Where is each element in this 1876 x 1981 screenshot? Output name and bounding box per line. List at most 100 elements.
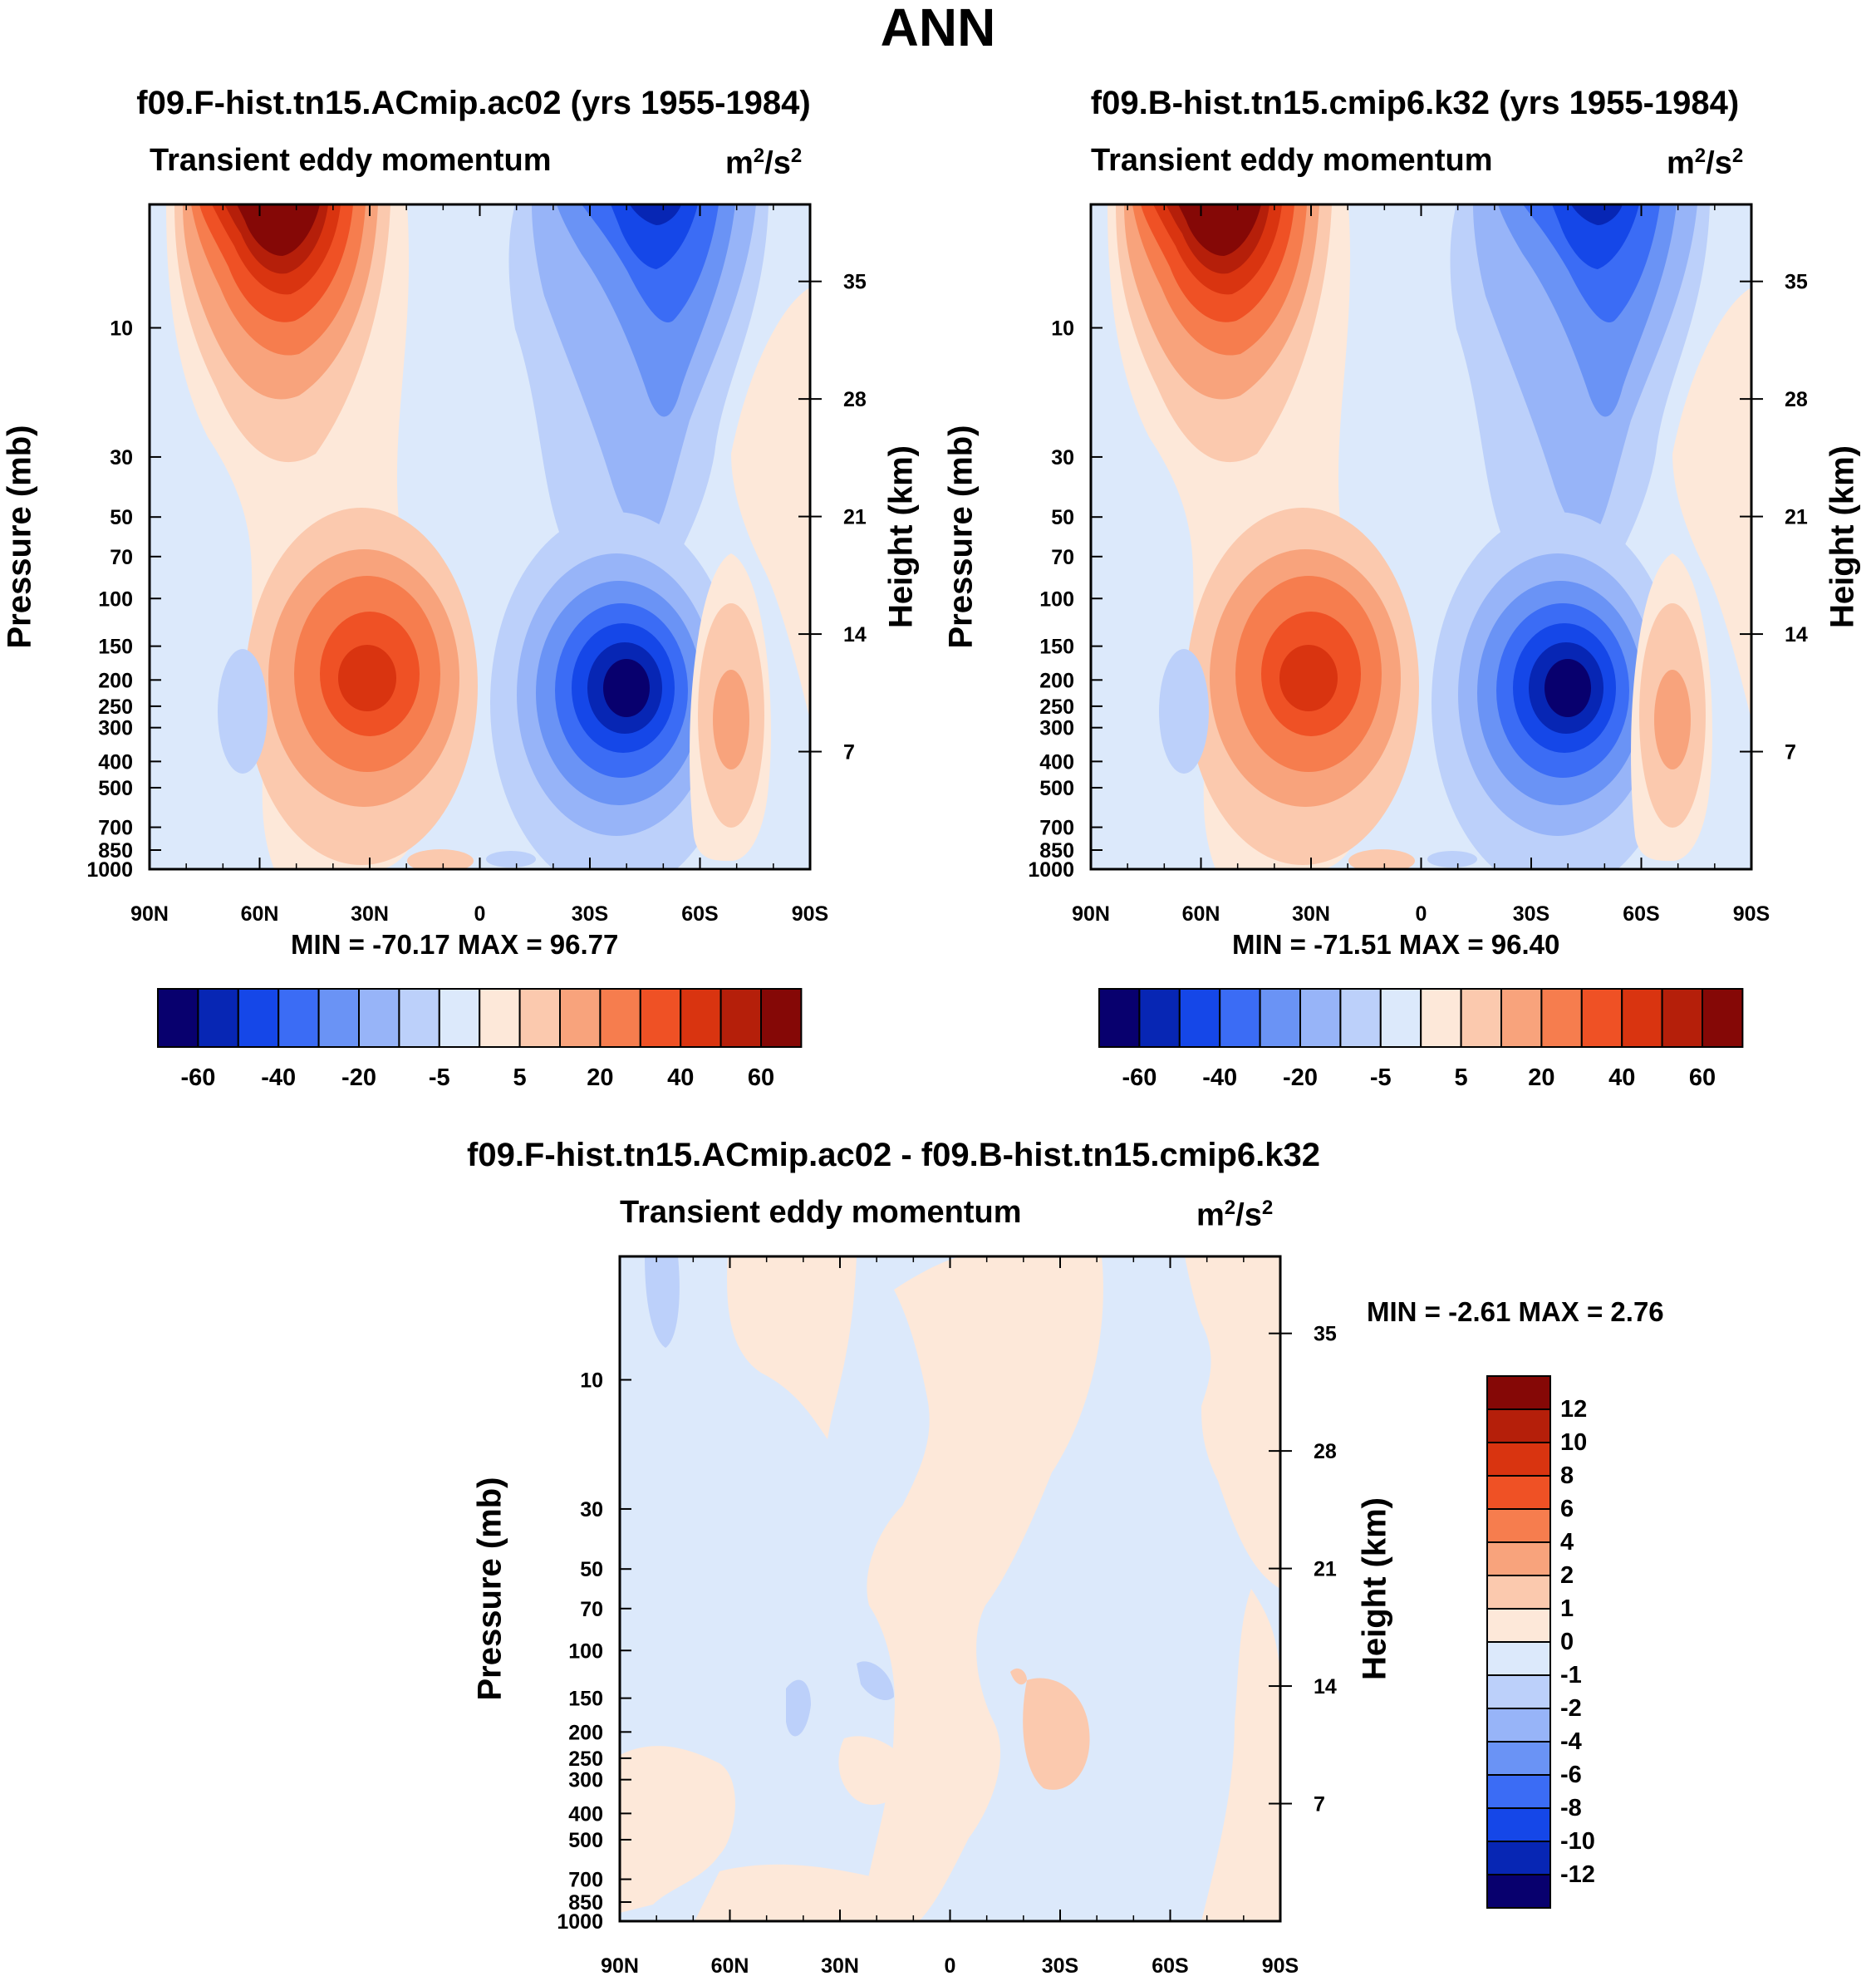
colorbar-box <box>197 988 239 1048</box>
panel3-contour-pos5 <box>620 1746 735 1913</box>
colorbar-label: 5 <box>513 1064 527 1091</box>
colorbar-box <box>1486 1874 1551 1909</box>
y-tick-label: 30 <box>580 1498 603 1521</box>
y-tick-label: 850 <box>1039 839 1074 863</box>
colorbar-label: -12 <box>1560 1861 1595 1888</box>
y-tick-label: 300 <box>568 1769 603 1792</box>
colorbar-box <box>1621 988 1663 1048</box>
x-tick-label: 0 <box>474 902 486 926</box>
colorbar-label: -2 <box>1560 1695 1582 1722</box>
y2-tick-label: 21 <box>843 506 867 529</box>
y-tick-label: 100 <box>98 587 133 611</box>
y-tick-label: 10 <box>580 1369 603 1393</box>
panel1-y2-axis-label: Height (km) <box>882 445 920 628</box>
y2-tick-label: 7 <box>1314 1793 1325 1816</box>
panel3-variable-title: Transient eddy momentum <box>620 1195 1022 1230</box>
panel3-plot: 90N 60N 30N 0 30S 60S 90S103050701001502002503… <box>557 1255 1337 1978</box>
colorbar-label: 5 <box>1455 1064 1468 1091</box>
colorbar-box <box>1460 988 1503 1048</box>
x-tick-label: 60N <box>241 902 279 926</box>
colorbar-box <box>1486 1708 1551 1743</box>
panel3-contour-pos1 <box>727 1256 857 1439</box>
panel3-contour-pos2 <box>861 1256 1103 1921</box>
panel2-contour-hl3 <box>1654 670 1691 769</box>
panel2-y2-axis-label: Height (km) <box>1824 445 1861 628</box>
panel1-axes: 90N 60N 30N 0 30S 60S 90S103050701001502002503… <box>86 204 867 926</box>
colorbar-box <box>680 988 722 1048</box>
colorbar-label: -5 <box>429 1064 450 1091</box>
panel1-plot: 90N 60N 30N 0 30S 60S 90S103050701001502002503… <box>86 203 867 926</box>
colorbar-box <box>1702 988 1744 1048</box>
colorbar-label: -40 <box>261 1064 296 1091</box>
x-tick-label: 90S <box>1262 1954 1299 1978</box>
colorbar-box <box>1339 988 1382 1048</box>
colorbar-box <box>1540 988 1583 1048</box>
panel1-contour-surface1 <box>407 849 474 869</box>
panel1-y-axis-label: Pressure (mb) <box>1 425 38 649</box>
y-tick-label: 150 <box>1039 636 1074 659</box>
y-tick-label: 300 <box>1039 717 1074 740</box>
colorbar-box <box>317 988 361 1048</box>
x-tick-label: 0 <box>945 1954 956 1978</box>
y-tick-label: 700 <box>98 817 133 840</box>
y-tick-label: 100 <box>1039 587 1074 611</box>
colorbar-label: 60 <box>748 1064 774 1091</box>
y-tick-label: 10 <box>1051 317 1074 341</box>
y2-tick-label: 21 <box>1314 1558 1337 1581</box>
colorbar-box <box>1138 988 1181 1048</box>
colorbar-box <box>1098 988 1141 1048</box>
panel2-min-max: MIN = -71.51 MAX = 96.40 <box>1232 929 1560 960</box>
panel3-min-max: MIN = -2.61 MAX = 2.76 <box>1367 1296 1664 1327</box>
panel1-contour-right-pos <box>731 288 810 720</box>
x-tick-label: 90S <box>792 902 828 926</box>
panel2-colorbar: -60 -40 -20 -5 5 20 40 60 <box>1098 988 1744 1091</box>
panel3-contour-neg2 <box>786 1679 811 1737</box>
colorbar-box <box>277 988 320 1048</box>
colorbar-box <box>1259 988 1302 1048</box>
colorbar-box <box>1486 1674 1551 1709</box>
panel2-units: m2/s2 <box>1667 145 1744 181</box>
colorbar-label: -20 <box>1283 1064 1318 1091</box>
panel2-contour-nh-neg <box>1159 649 1209 774</box>
panel2-contour-neg6 <box>1571 204 1623 225</box>
x-tick-label: 30S <box>1513 902 1549 926</box>
y2-tick-label: 14 <box>1785 623 1808 646</box>
y-tick-label: 30 <box>1051 446 1074 469</box>
x-tick-label: 60N <box>711 1954 749 1978</box>
panel1-title: f09.F-hist.tn15.ACmip.ac02 (yrs 1955-198… <box>136 85 811 121</box>
panel2-variable-title: Transient eddy momentum <box>1091 143 1493 178</box>
panel3-y-axis-label: Pressure (mb) <box>471 1477 508 1701</box>
panel1-contour-shjet7 <box>603 659 650 717</box>
colorbar-box <box>760 988 803 1048</box>
colorbar-box <box>1486 1774 1551 1809</box>
x-tick-label: 60N <box>1182 902 1220 926</box>
colorbar-box <box>237 988 280 1048</box>
x-tick-label: 30S <box>572 902 608 926</box>
y2-tick-label: 7 <box>1785 741 1796 764</box>
y-tick-label: 70 <box>580 1598 603 1621</box>
y-tick-label: 850 <box>568 1891 603 1915</box>
y2-tick-label: 14 <box>843 623 867 646</box>
panel3-contour-pos9 <box>1010 1668 1027 1685</box>
colorbar-label: 60 <box>1689 1064 1716 1091</box>
colorbar-label: 20 <box>587 1064 613 1091</box>
y-tick-label: 300 <box>98 717 133 740</box>
colorbar-label: -40 <box>1202 1064 1237 1091</box>
y2-tick-label: 28 <box>1314 1440 1337 1463</box>
panel2-title: f09.B-hist.tn15.cmip6.k32 (yrs 1955-1984… <box>1090 85 1740 121</box>
panel2-contour-shjet7 <box>1545 659 1591 717</box>
y-tick-label: 70 <box>1051 546 1074 569</box>
y-tick-label: 400 <box>98 750 133 774</box>
colorbar-label: -60 <box>180 1064 215 1091</box>
panel3-contour-neg1 <box>645 1256 680 1348</box>
x-tick-label: 30N <box>1292 902 1330 926</box>
colorbar-label: 6 <box>1560 1496 1574 1522</box>
colorbar-label: 0 <box>1560 1629 1574 1655</box>
x-tick-label: 60S <box>1623 902 1659 926</box>
colorbar-box <box>1486 1841 1551 1875</box>
y-tick-label: 250 <box>568 1748 603 1771</box>
colorbar-label: 20 <box>1528 1064 1554 1091</box>
panel1-contour-hl3 <box>713 670 749 769</box>
y2-tick-label: 7 <box>843 741 855 764</box>
colorbar-box <box>1486 1375 1551 1410</box>
